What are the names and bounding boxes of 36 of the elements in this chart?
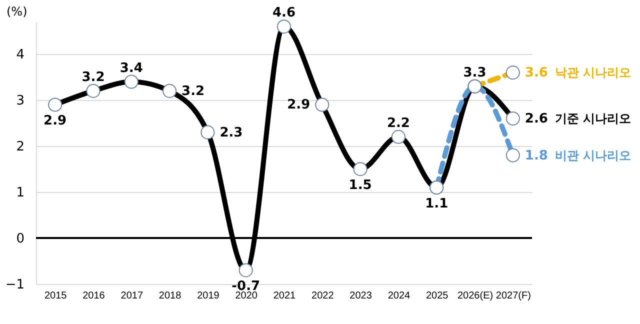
data-label: 3.2	[82, 70, 105, 85]
data-label: 2.9	[44, 114, 67, 129]
x-tick-label: 2022	[312, 290, 334, 302]
x-tick-label: 2025	[426, 290, 449, 302]
data-label: 3.2	[182, 84, 205, 99]
data-label: 2.3	[220, 125, 243, 140]
data-label: 3.6	[524, 66, 548, 81]
data-label: 2.6	[524, 112, 548, 127]
y-tick-label: 0	[16, 232, 24, 247]
x-tick-label: 2024	[388, 290, 411, 302]
y-tick-label: −1	[5, 278, 24, 292]
x-tick-label: 2015	[44, 290, 68, 302]
y-tick-label: 3	[16, 94, 24, 109]
data-label: 3.3	[463, 65, 486, 80]
x-tick-label: 2018	[158, 290, 182, 302]
text: 비관 시나리오	[554, 148, 632, 162]
y-axis-title: (%)	[6, 4, 28, 18]
y-tick-label: 2	[16, 140, 24, 155]
y-tick-label: 4	[16, 48, 24, 63]
data-label: 4.6	[272, 6, 296, 21]
x-tick-label: 2016	[82, 290, 106, 302]
y-tick-label: 1	[16, 186, 24, 201]
x-tick-label: 2026(E)	[457, 290, 494, 302]
data-label: 3.4	[120, 60, 143, 76]
data-label: 2.2	[386, 116, 410, 131]
data-label: 1.5	[348, 178, 372, 194]
text: 기준 시나리오	[554, 112, 632, 126]
data-label: 2.9	[287, 98, 310, 113]
x-tick-label: 2019	[197, 290, 220, 302]
data-label: 1.1	[425, 196, 448, 212]
x-tick-label: 2017	[120, 290, 144, 302]
x-tick-label: 2021	[273, 290, 296, 302]
data-label: 1.8	[524, 148, 548, 164]
x-tick-label: 2027(F)	[496, 290, 531, 302]
text: 낙관 시나리오	[554, 66, 632, 80]
x-tick-label: 2023	[350, 290, 372, 302]
